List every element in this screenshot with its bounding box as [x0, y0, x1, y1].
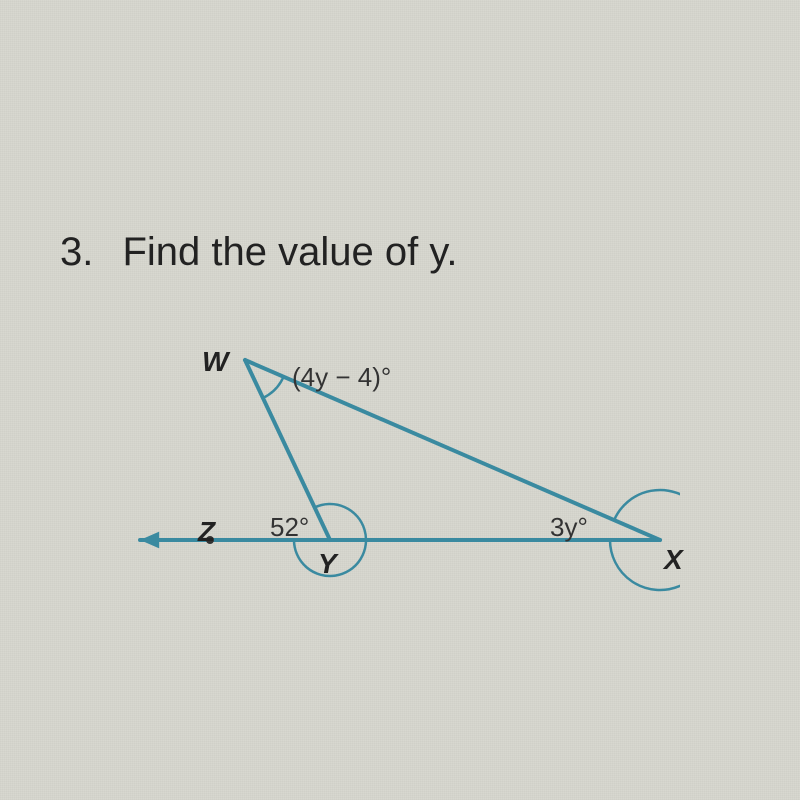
angle-label-Y-exterior: 52°	[270, 512, 309, 543]
vertex-label-Z: Z	[198, 516, 215, 548]
angle-label-W: (4y − 4)°	[292, 362, 391, 393]
vertex-label-W: W	[202, 346, 228, 378]
vertex-label-X: X	[664, 544, 683, 576]
angle-label-X: 3y°	[550, 512, 588, 543]
vertex-label-Y: Y	[318, 548, 337, 580]
question-line: 3. Find the value of y.	[60, 230, 457, 275]
triangle-svg	[120, 340, 680, 600]
question-text: Find the value of y.	[122, 230, 457, 274]
triangle-diagram: W Z Y X (4y − 4)° 52° 3y°	[120, 340, 680, 600]
question-number: 3.	[60, 230, 93, 275]
